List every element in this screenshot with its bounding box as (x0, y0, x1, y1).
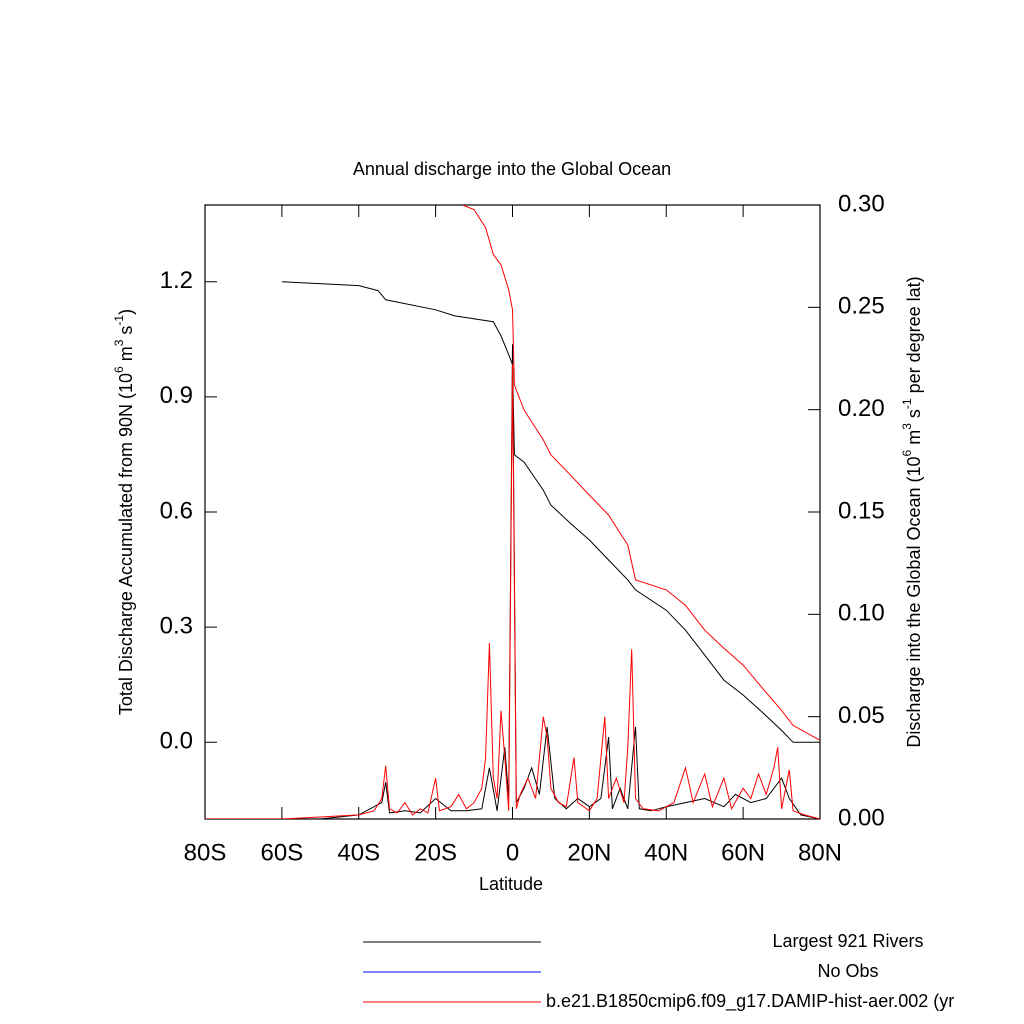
legend-label: b.e21.B1850cmip6.f09_g17.DAMIP-hist-aer.… (546, 991, 954, 1012)
series-line (462, 205, 820, 741)
y2-tick-label: 0.00 (838, 804, 885, 831)
superscript: -1 (112, 315, 126, 326)
chart-title: Annual discharge into the Global Ocean (353, 159, 671, 179)
series-line (205, 364, 820, 819)
label-part: m (116, 346, 136, 366)
y-tick-label: 1.2 (160, 267, 193, 294)
x-tick-label: 80S (184, 839, 227, 866)
x-tick-label: 0 (506, 839, 519, 866)
legend-label: Largest 921 Rivers (772, 931, 923, 951)
y-axis-label: Total Discharge Accumulated from 90N (10… (112, 309, 136, 715)
label-part: per degree lat) (904, 276, 924, 398)
x-tick-label: 20S (414, 839, 457, 866)
label-part: s (904, 409, 924, 423)
y-tick-label: 0.0 (160, 728, 193, 755)
y-tick-label: 0.9 (160, 382, 193, 409)
series-line (205, 344, 820, 819)
y2-tick-label: 0.15 (838, 497, 885, 524)
x-tick-label: 40N (644, 839, 688, 866)
label-part: m (904, 430, 924, 450)
y2-tick-label: 0.10 (838, 600, 885, 627)
y-tick-label: 0.6 (160, 497, 193, 524)
y2-tick-label: 0.05 (838, 702, 885, 729)
x-tick-label: 20N (567, 839, 611, 866)
x-axis-label: Latitude (479, 874, 543, 894)
label-part: s (116, 326, 136, 340)
legend-label: No Obs (817, 961, 878, 981)
superscript: 6 (900, 449, 914, 456)
y2-axis-label: Discharge into the Global Ocean (106 m3 … (900, 276, 924, 747)
y2-tick-label: 0.30 (838, 190, 885, 217)
y2-tick-label: 0.20 (838, 395, 885, 422)
superscript: 3 (900, 423, 914, 430)
y-tick-label: 0.3 (160, 612, 193, 639)
plot-frame (204, 204, 821, 820)
x-tick-label: 60S (261, 839, 304, 866)
plot-area (205, 205, 820, 819)
y2-tick-label: 0.25 (838, 293, 885, 320)
x-tick-label: 60N (721, 839, 765, 866)
superscript: 3 (112, 339, 126, 346)
label-part: Discharge into the Global Ocean (10 (904, 456, 924, 747)
x-tick-label: 80N (798, 839, 842, 866)
series-line (281, 281, 820, 743)
superscript: 6 (112, 366, 126, 373)
label-part: ) (116, 309, 136, 315)
x-tick-label: 40S (337, 839, 380, 866)
superscript: -1 (900, 398, 914, 409)
label-part: Total Discharge Accumulated from 90N (10 (116, 373, 136, 715)
